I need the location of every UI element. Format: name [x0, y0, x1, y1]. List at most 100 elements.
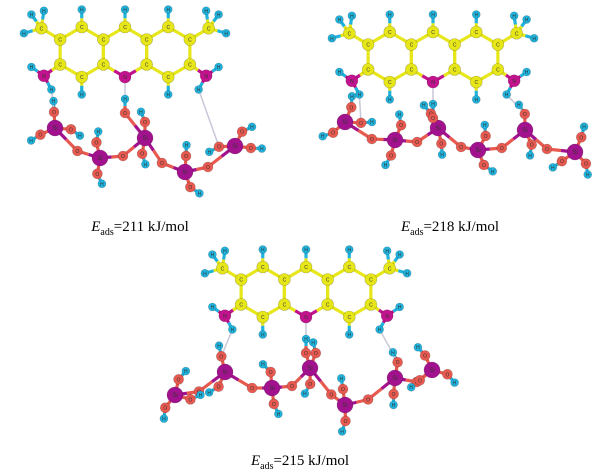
- atom-c: C: [278, 273, 291, 286]
- svg-text:H: H: [384, 163, 388, 169]
- svg-text:O: O: [359, 121, 363, 127]
- svg-text:H: H: [162, 417, 166, 423]
- atom-h: H: [26, 136, 36, 145]
- atom-o: O: [362, 394, 374, 405]
- svg-text:C: C: [123, 25, 127, 31]
- svg-text:C: C: [239, 278, 243, 284]
- atom-c: C: [35, 21, 48, 35]
- svg-text:H: H: [30, 65, 34, 71]
- atom-n: N: [199, 69, 213, 83]
- svg-text:O: O: [75, 149, 79, 155]
- atom-n: N: [507, 74, 521, 88]
- atom-h: H: [402, 268, 412, 278]
- atom-n: N: [299, 310, 313, 324]
- svg-text:H: H: [431, 102, 435, 108]
- svg-text:N: N: [431, 80, 435, 86]
- svg-text:H: H: [198, 191, 202, 197]
- svg-text:H: H: [261, 333, 265, 339]
- atom-c: C: [53, 33, 67, 46]
- atom-o: O: [556, 155, 568, 167]
- svg-text:C: C: [369, 278, 373, 284]
- atom-o: O: [35, 129, 46, 140]
- svg-text:H: H: [224, 31, 228, 37]
- atom-h: H: [77, 90, 87, 99]
- atom-o: O: [202, 161, 214, 173]
- svg-text:O: O: [269, 370, 273, 376]
- svg-text:O: O: [217, 145, 221, 151]
- atom-c: C: [448, 38, 461, 51]
- atom-h: H: [395, 250, 404, 259]
- atom-h: H: [327, 33, 337, 43]
- atom-c: C: [97, 33, 110, 46]
- svg-text:H: H: [78, 134, 82, 140]
- svg-text:C: C: [58, 38, 62, 44]
- atom-o: O: [65, 124, 77, 135]
- atom-h: H: [471, 95, 481, 104]
- svg-text:H: H: [203, 271, 207, 277]
- atom-o: O: [337, 383, 349, 395]
- svg-text:O: O: [392, 392, 396, 398]
- atom-o: O: [119, 107, 131, 119]
- svg-text:H: H: [96, 130, 100, 136]
- atom-n: N: [345, 74, 359, 88]
- svg-text:O: O: [389, 153, 393, 159]
- svg-text:H: H: [217, 65, 221, 71]
- svg-text:H: H: [385, 249, 389, 255]
- atom-o: O: [478, 159, 490, 171]
- atom-si: Si: [136, 129, 154, 147]
- svg-text:H: H: [123, 8, 127, 14]
- atom-h: H: [419, 100, 429, 110]
- atom-h: H: [247, 122, 257, 132]
- atom-h: H: [77, 5, 87, 14]
- atom-si: Si: [46, 119, 64, 137]
- svg-text:C: C: [515, 31, 519, 37]
- atom-o: O: [327, 127, 339, 138]
- svg-text:H: H: [123, 97, 127, 103]
- atom-o: O: [576, 131, 587, 143]
- svg-text:H: H: [80, 8, 84, 14]
- svg-text:O: O: [290, 384, 294, 390]
- svg-text:O: O: [423, 354, 427, 360]
- atom-o: O: [580, 158, 592, 169]
- svg-text:O: O: [341, 387, 345, 393]
- atom-h: H: [394, 110, 404, 119]
- atom-h: H: [389, 400, 398, 410]
- atom-o: O: [92, 168, 103, 180]
- svg-text:O: O: [329, 393, 333, 399]
- atom-c: C: [140, 58, 153, 71]
- atom-o: O: [385, 150, 397, 161]
- atom-h: H: [471, 10, 481, 19]
- atom-h: H: [450, 378, 459, 387]
- atom-h: H: [583, 170, 593, 179]
- svg-text:O: O: [217, 385, 221, 391]
- svg-text:O: O: [579, 135, 583, 141]
- svg-text:H: H: [207, 150, 211, 156]
- svg-text:O: O: [418, 378, 422, 384]
- atom-h: H: [480, 120, 490, 130]
- svg-text:C: C: [80, 75, 84, 81]
- svg-text:C: C: [348, 31, 352, 37]
- atom-h: H: [97, 179, 107, 189]
- atom-o: O: [366, 133, 378, 145]
- svg-text:C: C: [102, 38, 106, 44]
- atom-c: C: [364, 298, 378, 311]
- atom-h: H: [529, 33, 539, 43]
- svg-text:C: C: [326, 303, 330, 309]
- atom-h: H: [301, 334, 311, 344]
- svg-text:H: H: [388, 98, 392, 104]
- svg-text:H: H: [431, 13, 435, 19]
- atom-c: C: [383, 75, 397, 89]
- svg-text:H: H: [483, 123, 487, 129]
- atom-h: H: [428, 10, 438, 19]
- svg-text:Si: Si: [269, 386, 274, 392]
- atom-c: C: [140, 33, 153, 46]
- svg-text:H: H: [250, 125, 254, 131]
- atom-o: O: [395, 119, 407, 131]
- svg-text:H: H: [525, 18, 529, 24]
- svg-text:H: H: [304, 337, 308, 343]
- svg-text:O: O: [545, 147, 549, 153]
- atom-o: O: [427, 112, 439, 124]
- svg-text:O: O: [415, 140, 419, 146]
- atom-c: C: [161, 20, 175, 34]
- svg-text:Si: Si: [572, 150, 577, 156]
